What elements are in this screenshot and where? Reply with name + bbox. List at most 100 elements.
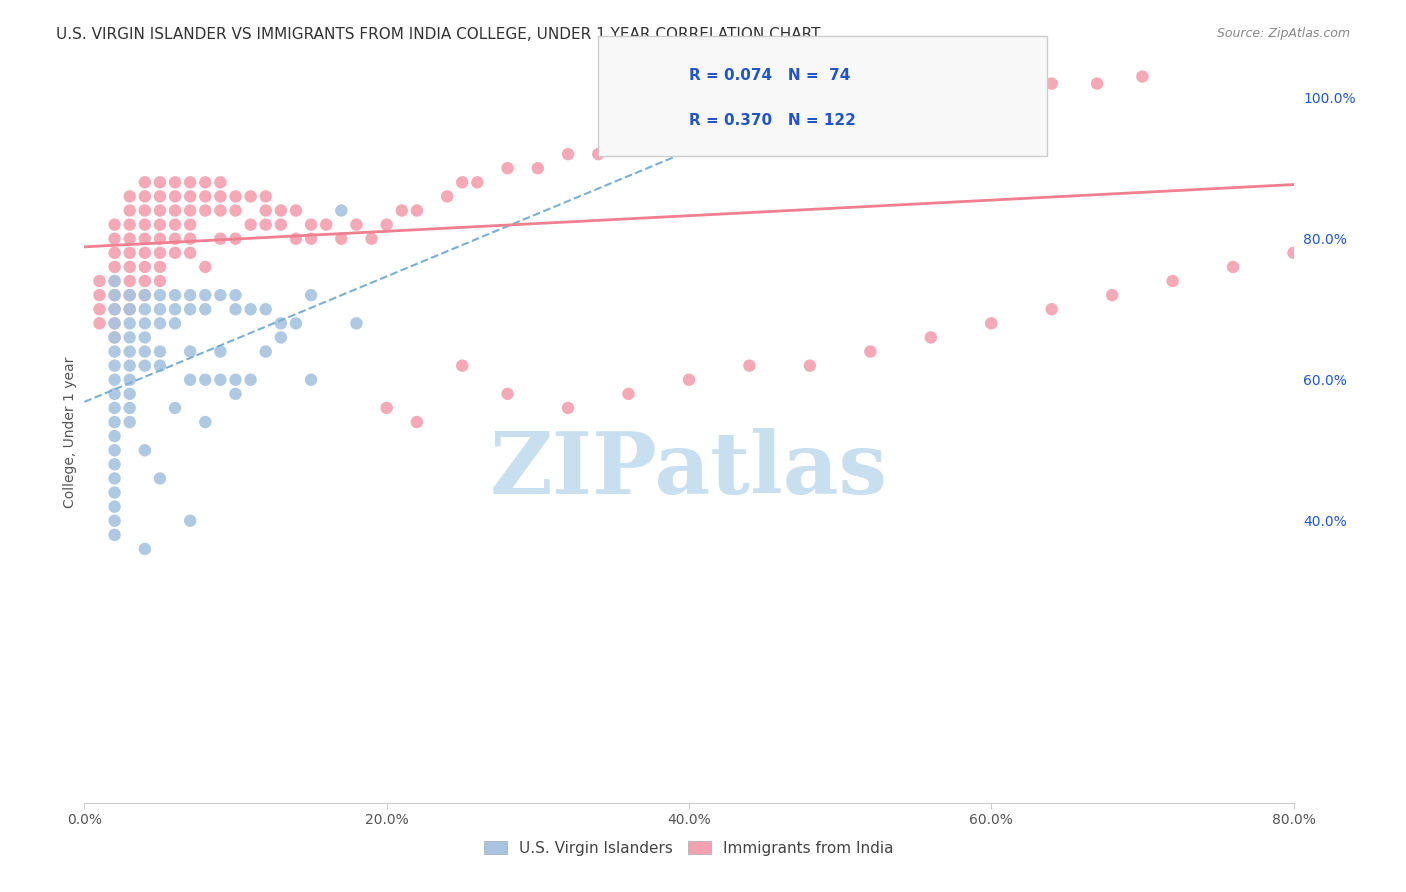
Point — [149, 245, 172, 260]
Point — [134, 302, 156, 317]
Point — [254, 218, 277, 232]
Point — [980, 84, 1002, 98]
Point — [315, 218, 337, 232]
Point — [179, 175, 201, 189]
Point — [194, 415, 217, 429]
Point — [225, 387, 247, 401]
Point — [557, 147, 579, 161]
Point — [179, 232, 201, 246]
Text: R = 0.370   N = 122: R = 0.370 N = 122 — [689, 113, 856, 128]
Point — [738, 112, 761, 126]
Point — [225, 302, 247, 317]
Point — [104, 471, 127, 485]
Point — [467, 175, 489, 189]
Point — [496, 387, 519, 401]
Y-axis label: College, Under 1 year: College, Under 1 year — [63, 357, 77, 508]
Point — [451, 359, 474, 373]
Legend: U.S. Virgin Islanders, Immigrants from India: U.S. Virgin Islanders, Immigrants from I… — [478, 835, 900, 862]
Point — [299, 373, 322, 387]
Point — [209, 232, 232, 246]
Point — [239, 302, 262, 317]
Point — [134, 203, 156, 218]
Point — [1130, 70, 1153, 84]
Point — [118, 302, 141, 317]
Point — [134, 175, 156, 189]
Point — [104, 458, 127, 472]
Point — [118, 232, 141, 246]
Point — [104, 514, 127, 528]
Point — [209, 288, 232, 302]
Point — [118, 189, 141, 203]
Point — [104, 330, 127, 344]
Point — [118, 288, 141, 302]
Point — [104, 528, 127, 542]
Point — [209, 373, 232, 387]
Point — [799, 104, 821, 119]
Point — [89, 316, 111, 330]
Point — [346, 316, 368, 330]
Point — [678, 119, 700, 133]
Point — [165, 288, 187, 302]
Point — [165, 401, 187, 415]
Point — [436, 189, 458, 203]
Point — [104, 245, 127, 260]
Point — [89, 274, 111, 288]
Point — [149, 288, 172, 302]
Point — [149, 471, 172, 485]
Point — [118, 260, 141, 274]
Point — [89, 302, 111, 317]
Point — [165, 218, 187, 232]
Point — [225, 203, 247, 218]
Point — [179, 189, 201, 203]
Point — [194, 175, 217, 189]
Point — [1101, 288, 1123, 302]
Point — [391, 203, 413, 218]
Point — [165, 245, 187, 260]
Point — [104, 274, 127, 288]
Point — [496, 161, 519, 176]
Point — [118, 373, 141, 387]
Point — [254, 189, 277, 203]
Point — [1040, 302, 1063, 317]
Point — [149, 302, 172, 317]
Point — [104, 316, 127, 330]
Point — [225, 288, 247, 302]
Point — [179, 245, 201, 260]
Point — [104, 429, 127, 443]
Point — [104, 232, 127, 246]
Point — [118, 316, 141, 330]
Point — [588, 147, 610, 161]
Point — [104, 415, 127, 429]
Point — [134, 541, 156, 556]
Point — [360, 232, 382, 246]
Point — [118, 330, 141, 344]
Point — [617, 133, 640, 147]
Point — [285, 203, 308, 218]
Point — [239, 218, 262, 232]
Point — [346, 218, 368, 232]
Point — [165, 302, 187, 317]
Point — [149, 232, 172, 246]
Point — [134, 274, 156, 288]
Point — [375, 401, 398, 415]
Point — [330, 203, 353, 218]
Point — [1222, 260, 1244, 274]
Point — [104, 302, 127, 317]
Point — [830, 104, 852, 119]
Point — [225, 232, 247, 246]
Point — [134, 245, 156, 260]
Point — [1313, 232, 1336, 246]
Point — [149, 359, 172, 373]
Point — [104, 288, 127, 302]
Point — [890, 97, 912, 112]
Point — [149, 189, 172, 203]
Point — [375, 218, 398, 232]
Point — [149, 344, 172, 359]
Point — [194, 373, 217, 387]
Point — [149, 274, 172, 288]
Point — [920, 330, 942, 344]
Point — [299, 288, 322, 302]
Point — [104, 485, 127, 500]
Point — [118, 288, 141, 302]
Point — [104, 387, 127, 401]
